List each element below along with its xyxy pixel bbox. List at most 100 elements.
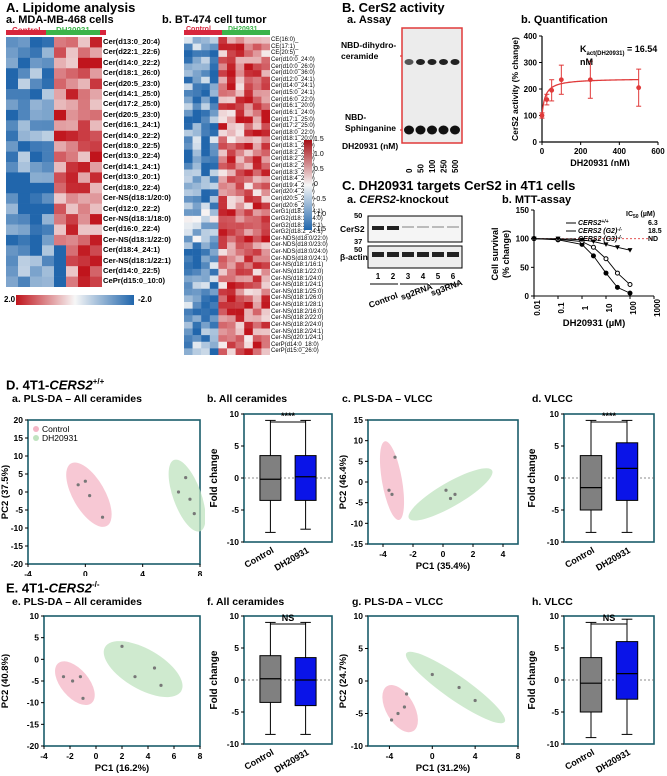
heat-cell xyxy=(218,295,228,303)
y-axis-label: Fold change xyxy=(209,448,220,507)
group-label-dh-a: DH20931 xyxy=(56,26,90,35)
heat-cell xyxy=(66,276,78,287)
legend-label: Control xyxy=(42,424,70,434)
heat-cell xyxy=(218,255,228,263)
heatmap-b-row-label: Cer-NS(d18:1/26:0) xyxy=(271,295,324,302)
blot-band-cers2-faint xyxy=(447,226,459,228)
protein-label-actin: β-actin xyxy=(340,252,368,262)
heatmap-a-row-label: Cer(d22:1_22:6) xyxy=(103,47,160,57)
heat-cell xyxy=(244,288,253,296)
x-tick-label: 8 xyxy=(198,569,203,576)
heat-cell xyxy=(227,229,236,237)
heat-cell xyxy=(235,63,245,71)
x-tick-label: 1 xyxy=(581,305,590,310)
heat-cell xyxy=(78,120,90,132)
heat-cell xyxy=(184,209,193,217)
heat-cell xyxy=(218,116,228,124)
heat-cell xyxy=(192,37,202,44)
y-tick-label: 150 xyxy=(516,206,530,215)
y-tick-label: 10 xyxy=(14,451,24,461)
heat-cell xyxy=(252,50,262,58)
heatmap-a-row-label: Cer-NS(d18:1/22:0) xyxy=(103,234,171,244)
x-tick-label: 4 xyxy=(473,751,478,761)
heat-cell xyxy=(227,196,236,203)
heatmap-b-row-label: Cer-NS(d18:2/16:0) xyxy=(271,308,324,315)
y-tick-label: 10 xyxy=(354,611,364,621)
heat-cell xyxy=(54,234,66,246)
y-tick-label: -15 xyxy=(11,541,24,551)
heatmap-b-row-label: Cer(d20:5_24:0) xyxy=(271,196,315,202)
series-point xyxy=(579,237,585,243)
heat-cell xyxy=(244,348,253,355)
series-point xyxy=(627,248,633,253)
heat-cell xyxy=(252,235,262,243)
tlc-band-top xyxy=(450,59,460,65)
quant-annotation: Kact(DH20931) = 16.54 nM xyxy=(580,44,658,67)
y-tick-label: -10 xyxy=(547,739,560,749)
heatmap-b-row-label: CerP(d14:0_18:0) xyxy=(271,341,319,348)
heat-cell xyxy=(192,295,202,303)
category-label: DH20931 xyxy=(594,747,632,775)
sample-point xyxy=(133,675,137,679)
heat-cell xyxy=(54,214,66,225)
heat-cell xyxy=(209,249,219,256)
box xyxy=(579,455,603,511)
heat-cell xyxy=(201,50,210,58)
series-point xyxy=(603,270,609,276)
legend-header: IC50 (µM) xyxy=(626,211,655,220)
heat-cell xyxy=(78,68,90,79)
heat-cell xyxy=(227,103,236,111)
heat-cell xyxy=(6,172,18,184)
y-tick-label: 0 xyxy=(234,675,239,685)
heat-cell xyxy=(209,235,219,243)
heat-cell xyxy=(192,275,202,283)
heat-cell xyxy=(192,63,202,71)
sample-point xyxy=(389,718,394,722)
heat-cell xyxy=(252,103,262,111)
heat-cell xyxy=(261,288,270,296)
label-sphinganine: NBD- Sphinganine xyxy=(345,112,396,133)
box xyxy=(579,657,603,713)
heat-cell xyxy=(261,116,270,124)
box xyxy=(615,442,639,501)
heat-cell xyxy=(235,249,245,256)
heat-cell xyxy=(235,202,245,210)
heat-cell xyxy=(201,129,210,137)
heatmap-b-row-label: Cer(d18:3_24:0) xyxy=(271,169,315,176)
y-axis-label-2: (% change) xyxy=(501,230,511,278)
heat-cell xyxy=(235,242,245,250)
box xyxy=(294,455,317,501)
heat-cell xyxy=(42,245,54,257)
heat-cell xyxy=(261,328,270,336)
heat-cell xyxy=(209,341,219,349)
heat-cell xyxy=(261,295,270,303)
heat-cell xyxy=(30,203,42,215)
tlc-lane-label: 50 xyxy=(417,164,426,173)
heat-cell xyxy=(252,56,262,64)
blot-band-cers2-faint xyxy=(402,226,414,228)
heat-cell xyxy=(244,302,253,309)
heat-cell xyxy=(18,141,30,152)
heat-cell xyxy=(30,151,42,163)
heat-cell xyxy=(209,176,219,184)
heat-cell xyxy=(184,96,193,104)
heat-cell xyxy=(66,120,78,132)
heat-cell xyxy=(192,348,202,355)
heat-cell xyxy=(78,193,90,204)
y-tick-label: 10 xyxy=(230,409,240,419)
heat-cell xyxy=(252,321,262,329)
y-axis-label: Fold change xyxy=(209,650,220,709)
blot-band-actin xyxy=(387,252,399,257)
heat-cell xyxy=(261,249,270,256)
tlc-assay-image: 0 50 100 250 500 xyxy=(400,27,463,173)
heat-cell xyxy=(192,83,202,91)
heat-cell xyxy=(227,50,236,58)
category-label: Control xyxy=(243,747,276,772)
heat-cell xyxy=(192,96,202,104)
heat-cell xyxy=(201,156,210,164)
heat-cell xyxy=(90,245,102,257)
x-tick-label: 2 xyxy=(471,549,476,559)
heat-cell xyxy=(201,123,210,131)
heat-cell xyxy=(66,89,78,100)
heat-cell xyxy=(192,129,202,137)
